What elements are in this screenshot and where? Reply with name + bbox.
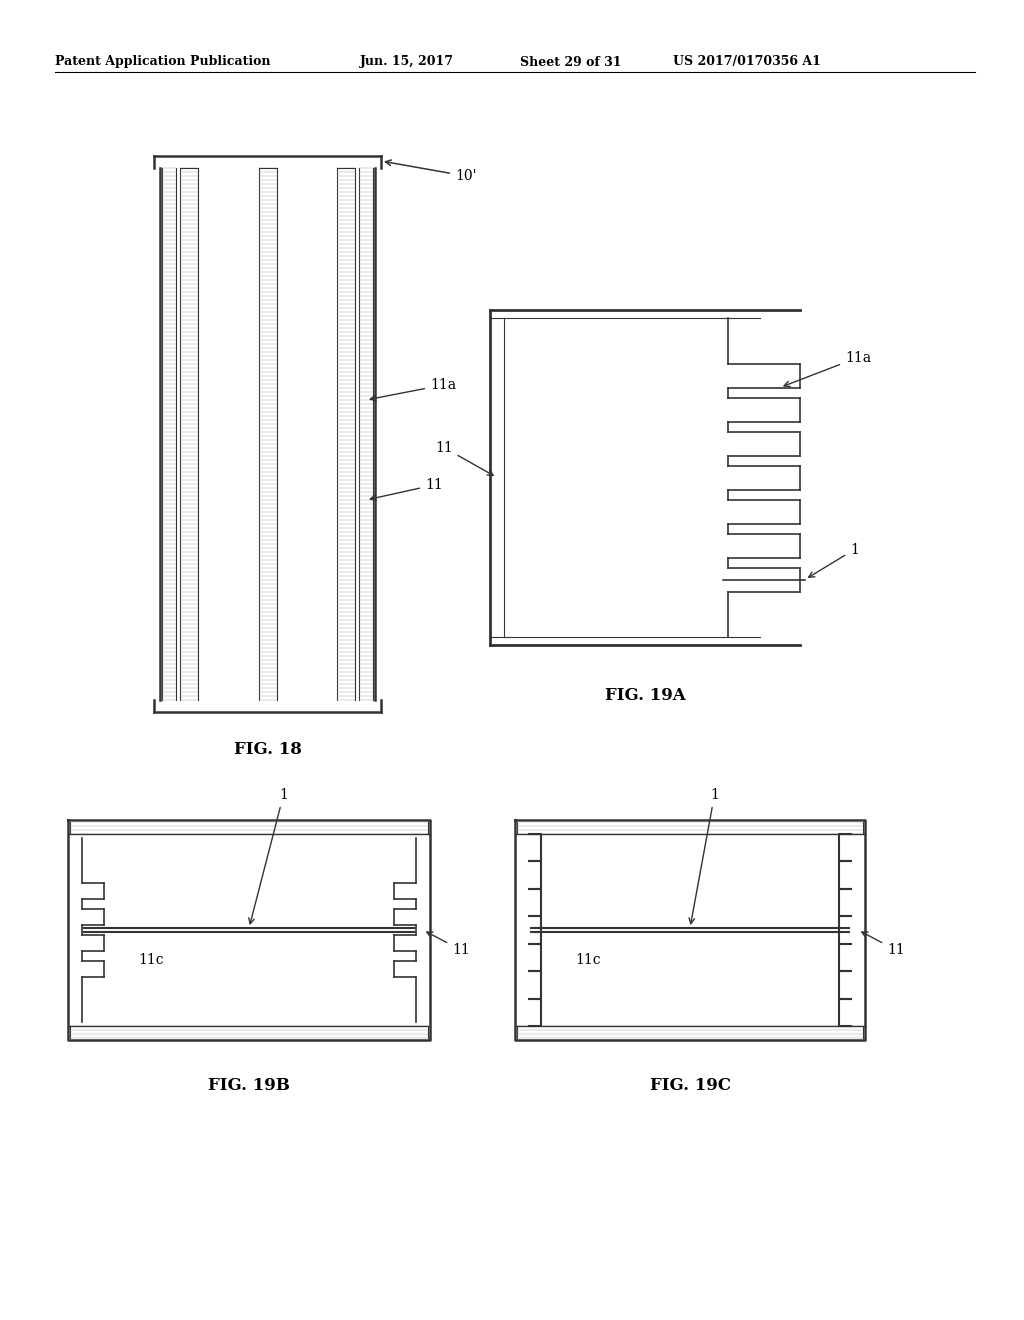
Text: 11: 11 <box>435 441 494 475</box>
Text: FIG. 19A: FIG. 19A <box>604 686 685 704</box>
Text: 11: 11 <box>371 478 442 500</box>
Text: 11a: 11a <box>784 351 871 387</box>
Text: 11c: 11c <box>575 953 601 968</box>
Text: 10': 10' <box>385 160 476 183</box>
Text: FIG. 18: FIG. 18 <box>233 742 301 759</box>
Text: 11: 11 <box>862 932 905 957</box>
Text: Sheet 29 of 31: Sheet 29 of 31 <box>520 55 622 69</box>
Text: US 2017/0170356 A1: US 2017/0170356 A1 <box>673 55 821 69</box>
Text: FIG. 19C: FIG. 19C <box>649 1077 730 1093</box>
Text: FIG. 19B: FIG. 19B <box>208 1077 290 1093</box>
Text: 1: 1 <box>689 788 719 924</box>
Text: 1: 1 <box>809 543 859 577</box>
Text: 1: 1 <box>249 788 288 924</box>
Text: 11: 11 <box>427 932 470 957</box>
Text: Patent Application Publication: Patent Application Publication <box>55 55 270 69</box>
Text: 11c: 11c <box>138 953 164 968</box>
Text: Jun. 15, 2017: Jun. 15, 2017 <box>360 55 454 69</box>
Text: 11a: 11a <box>371 378 456 401</box>
